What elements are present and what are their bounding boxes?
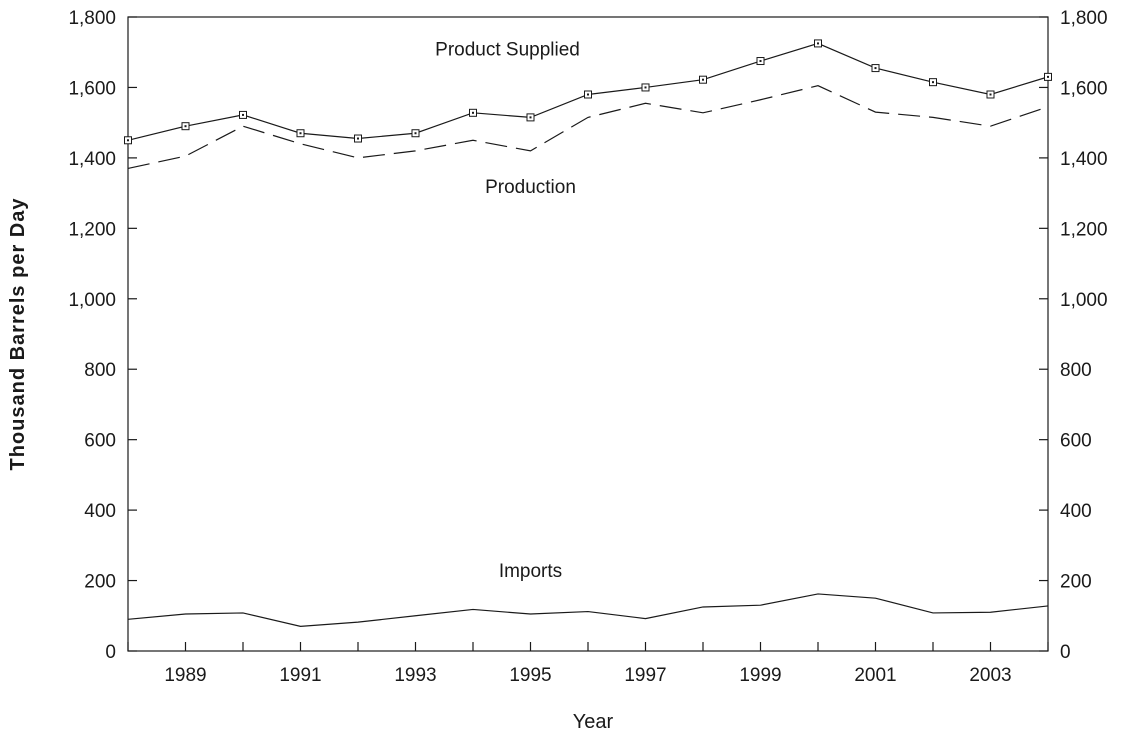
plot-frame bbox=[127, 16, 1049, 652]
y-axis-title: Thousand Barrels per Day bbox=[7, 198, 29, 471]
series-layer: Product Supplied Production Imports bbox=[124, 39, 1052, 627]
y-tick-label-left: 400 bbox=[84, 501, 116, 522]
series-label: Imports bbox=[499, 561, 562, 582]
x-tick-label: 2001 bbox=[854, 665, 896, 686]
data-point-marker-dot bbox=[299, 132, 302, 135]
y-tick-label-left: 1,800 bbox=[68, 8, 116, 29]
data-point-marker-dot bbox=[702, 78, 704, 81]
data-point-marker-dot bbox=[644, 86, 647, 89]
x-axis: 1989 1991 1993 1995 1997 1999 2001 2003 bbox=[127, 642, 1049, 686]
y-tick-label-left: 600 bbox=[84, 431, 116, 452]
y-tick-label-right: 600 bbox=[1060, 431, 1092, 452]
y-axis-right: 0 200 400 600 800 1,000 1,200 1,400 1,600 1,800 bbox=[1039, 8, 1108, 663]
y-tick-label-left: 800 bbox=[84, 360, 116, 381]
data-point-marker-dot bbox=[472, 111, 474, 114]
y-tick-label-right: 400 bbox=[1060, 501, 1092, 522]
data-point-marker-dot bbox=[414, 132, 417, 135]
y-tick-label-right: 1,000 bbox=[1060, 290, 1108, 311]
data-point-marker-dot bbox=[184, 125, 187, 128]
series-line-imports bbox=[127, 593, 1049, 627]
data-point-marker-dot bbox=[357, 137, 359, 140]
x-tick-label: 1999 bbox=[739, 665, 781, 686]
y-tick-label-left: 0 bbox=[105, 642, 116, 663]
y-tick-label-left: 1,000 bbox=[68, 290, 116, 311]
x-tick-label: 1991 bbox=[279, 665, 321, 686]
series-line-production bbox=[127, 85, 1049, 170]
data-point-marker-dot bbox=[989, 93, 992, 96]
y-tick-label-right: 1,600 bbox=[1060, 78, 1108, 99]
y-tick-label-right: 1,400 bbox=[1060, 149, 1108, 170]
y-tick-label-right: 1,800 bbox=[1060, 8, 1108, 29]
data-point-marker-dot bbox=[874, 67, 877, 70]
data-point-marker-dot bbox=[817, 42, 819, 45]
data-point-marker-dot bbox=[127, 139, 129, 142]
series-label: Production bbox=[485, 177, 576, 198]
y-tick-label-right: 0 bbox=[1060, 642, 1071, 663]
y-tick-label-right: 800 bbox=[1060, 360, 1092, 381]
y-tick-label-right: 200 bbox=[1060, 572, 1092, 593]
data-point-marker-dot bbox=[242, 113, 244, 116]
y-tick-label-left: 1,400 bbox=[68, 149, 116, 170]
x-tick-label: 1993 bbox=[394, 665, 436, 686]
x-tick-label: 1995 bbox=[509, 665, 551, 686]
x-tick-label: 1989 bbox=[164, 665, 206, 686]
data-point-marker-dot bbox=[1047, 75, 1049, 78]
x-tick-label: 1997 bbox=[624, 665, 666, 686]
x-tick-label: 2003 bbox=[969, 665, 1011, 686]
data-point-marker-dot bbox=[759, 60, 762, 63]
y-axis-left: 0 200 400 600 800 1,000 1,200 1,400 1,600 1,800 bbox=[68, 8, 137, 663]
x-axis-title: Year bbox=[573, 711, 614, 733]
data-point-marker-dot bbox=[529, 116, 532, 119]
y-tick-label-right: 1,200 bbox=[1060, 219, 1108, 240]
data-point-marker-dot bbox=[932, 81, 934, 84]
y-tick-label-left: 1,600 bbox=[68, 78, 116, 99]
y-tick-label-left: 200 bbox=[84, 572, 116, 593]
y-tick-label-left: 1,200 bbox=[68, 219, 116, 240]
data-point-marker-dot bbox=[587, 93, 589, 96]
series-label: Product Supplied bbox=[435, 40, 580, 61]
